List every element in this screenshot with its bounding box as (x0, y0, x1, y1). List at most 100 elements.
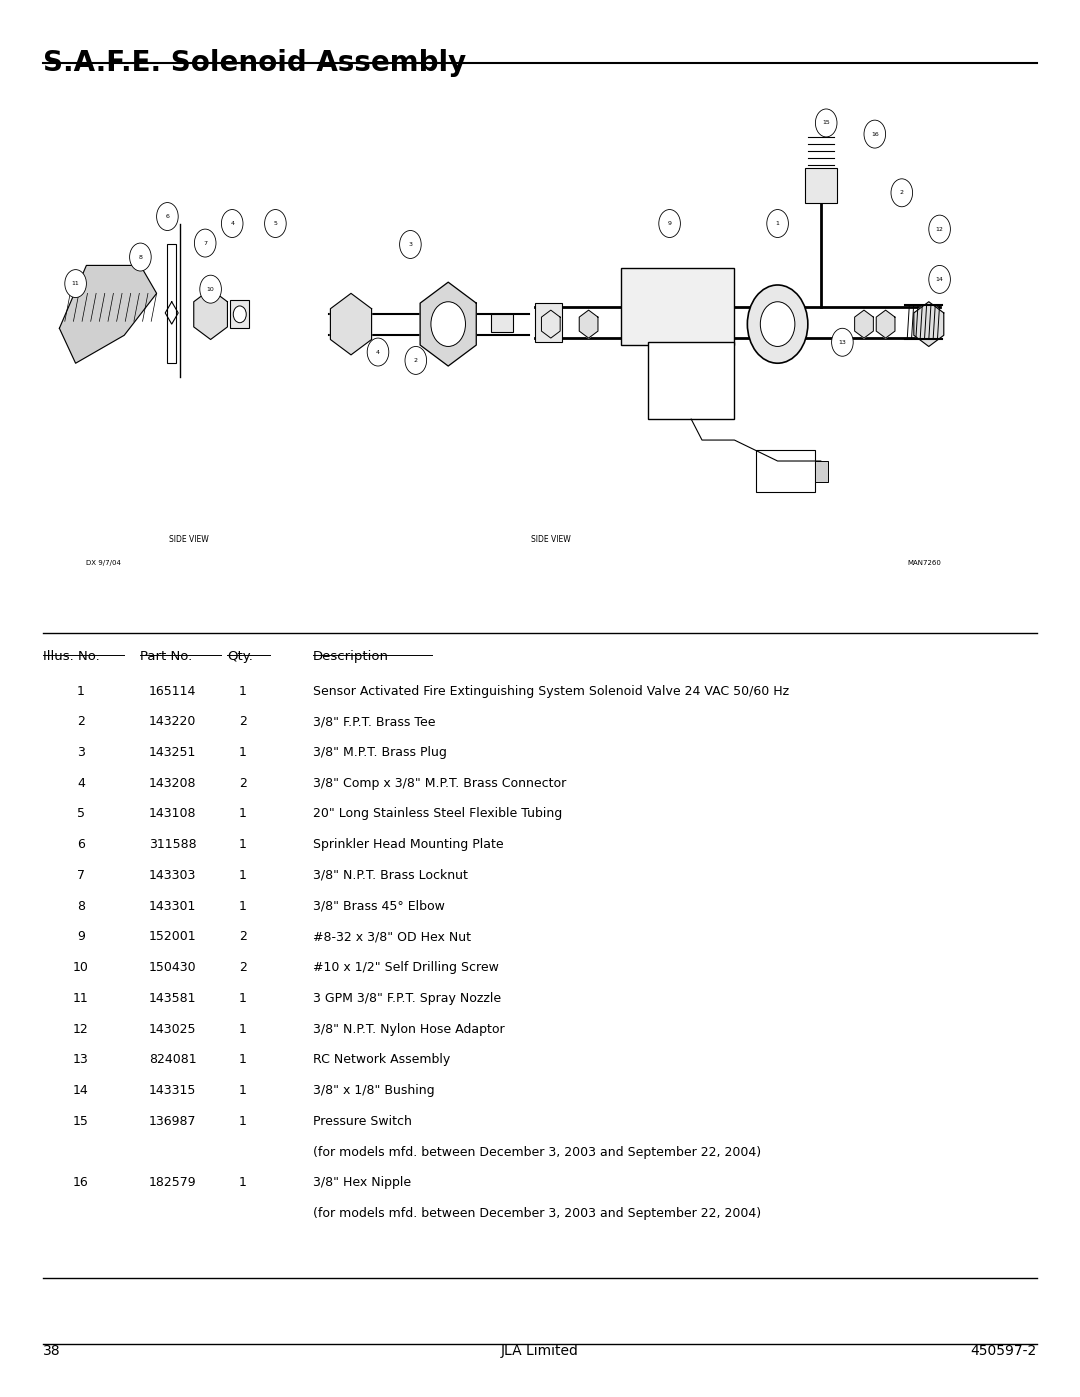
Text: 3/8" Brass 45° Elbow: 3/8" Brass 45° Elbow (313, 900, 445, 912)
Text: 3/8" N.P.T. Nylon Hose Adaptor: 3/8" N.P.T. Nylon Hose Adaptor (313, 1023, 504, 1035)
FancyBboxPatch shape (230, 300, 249, 328)
Circle shape (130, 243, 151, 271)
Text: 7: 7 (77, 869, 85, 882)
Polygon shape (541, 310, 561, 338)
Text: 6: 6 (77, 838, 85, 851)
Text: 1: 1 (239, 992, 247, 1004)
Text: 3/8" Comp x 3/8" M.P.T. Brass Connector: 3/8" Comp x 3/8" M.P.T. Brass Connector (313, 777, 566, 789)
Text: S.A.F.E. Solenoid Assembly: S.A.F.E. Solenoid Assembly (43, 49, 467, 77)
Text: 2: 2 (77, 715, 85, 728)
Text: 7: 7 (203, 240, 207, 246)
FancyBboxPatch shape (621, 268, 734, 345)
Text: 9: 9 (77, 930, 85, 943)
Polygon shape (59, 265, 157, 363)
Text: 1: 1 (239, 685, 247, 697)
Text: 5: 5 (273, 221, 278, 226)
Text: 1: 1 (239, 1053, 247, 1066)
Text: SIDE VIEW: SIDE VIEW (531, 535, 570, 543)
Text: 182579: 182579 (149, 1176, 197, 1189)
Polygon shape (579, 310, 598, 338)
Text: 2: 2 (239, 777, 247, 789)
Text: 4: 4 (230, 221, 234, 226)
Text: 3/8" F.P.T. Brass Tee: 3/8" F.P.T. Brass Tee (313, 715, 435, 728)
Text: 3: 3 (408, 242, 413, 247)
Text: 2: 2 (900, 190, 904, 196)
Text: #8-32 x 3/8" OD Hex Nut: #8-32 x 3/8" OD Hex Nut (313, 930, 471, 943)
Text: Description: Description (313, 650, 389, 662)
Text: 450597-2: 450597-2 (971, 1344, 1037, 1358)
Text: SIDE VIEW: SIDE VIEW (170, 535, 208, 543)
FancyBboxPatch shape (535, 303, 562, 342)
Text: 11: 11 (71, 281, 80, 286)
Text: 6: 6 (165, 214, 170, 219)
FancyBboxPatch shape (815, 461, 828, 482)
Circle shape (221, 210, 243, 237)
Text: 136987: 136987 (149, 1115, 197, 1127)
Text: 1: 1 (77, 685, 85, 697)
Text: 143301: 143301 (149, 900, 197, 912)
Text: Sprinkler Head Mounting Plate: Sprinkler Head Mounting Plate (313, 838, 504, 851)
Text: 2: 2 (239, 961, 247, 974)
Text: 1: 1 (775, 221, 780, 226)
Circle shape (233, 306, 246, 323)
Text: 2: 2 (414, 358, 418, 363)
Circle shape (864, 120, 886, 148)
Circle shape (929, 265, 950, 293)
Text: 143251: 143251 (149, 746, 197, 759)
Text: 3/8" M.P.T. Brass Plug: 3/8" M.P.T. Brass Plug (313, 746, 447, 759)
Text: 15: 15 (822, 120, 831, 126)
Text: Sensor Activated Fire Extinguishing System Solenoid Valve 24 VAC 50/60 Hz: Sensor Activated Fire Extinguishing Syst… (313, 685, 789, 697)
Circle shape (157, 203, 178, 231)
Polygon shape (330, 293, 372, 355)
Circle shape (929, 215, 950, 243)
Text: 14: 14 (935, 277, 944, 282)
Text: 20" Long Stainless Steel Flexible Tubing: 20" Long Stainless Steel Flexible Tubing (313, 807, 563, 820)
Text: #10 x 1/2" Self Drilling Screw: #10 x 1/2" Self Drilling Screw (313, 961, 499, 974)
Text: 4: 4 (376, 349, 380, 355)
Text: 2: 2 (239, 715, 247, 728)
Text: 13: 13 (838, 339, 847, 345)
Circle shape (200, 275, 221, 303)
Text: 1: 1 (239, 1023, 247, 1035)
Text: 143303: 143303 (149, 869, 197, 882)
Text: 15: 15 (73, 1115, 89, 1127)
Text: 165114: 165114 (149, 685, 197, 697)
Circle shape (65, 270, 86, 298)
Circle shape (431, 302, 465, 346)
Text: 8: 8 (138, 254, 143, 260)
Text: 38: 38 (43, 1344, 60, 1358)
Text: 4: 4 (77, 777, 85, 789)
Text: 1: 1 (239, 1115, 247, 1127)
Text: Illus. No.: Illus. No. (43, 650, 100, 662)
Text: 150430: 150430 (149, 961, 197, 974)
Text: 12: 12 (73, 1023, 89, 1035)
Text: 16: 16 (870, 131, 879, 137)
Text: 3 GPM 3/8" F.P.T. Spray Nozzle: 3 GPM 3/8" F.P.T. Spray Nozzle (313, 992, 501, 1004)
Text: 152001: 152001 (149, 930, 197, 943)
Text: 143220: 143220 (149, 715, 197, 728)
Text: 10: 10 (73, 961, 89, 974)
Circle shape (747, 285, 808, 363)
Circle shape (891, 179, 913, 207)
FancyBboxPatch shape (756, 450, 815, 492)
Text: 10: 10 (206, 286, 215, 292)
FancyBboxPatch shape (805, 168, 837, 203)
Circle shape (815, 109, 837, 137)
Text: DX 9/7/04: DX 9/7/04 (86, 560, 121, 566)
FancyBboxPatch shape (491, 314, 513, 332)
Polygon shape (914, 302, 944, 346)
Text: 3/8" x 1/8" Bushing: 3/8" x 1/8" Bushing (313, 1084, 435, 1097)
Text: 14: 14 (73, 1084, 89, 1097)
Circle shape (194, 229, 216, 257)
Text: 1: 1 (239, 838, 247, 851)
Text: (for models mfd. between December 3, 2003 and September 22, 2004): (for models mfd. between December 3, 200… (313, 1146, 761, 1158)
Text: JLA Limited: JLA Limited (501, 1344, 579, 1358)
Polygon shape (854, 310, 874, 338)
Text: 1: 1 (239, 807, 247, 820)
Text: 1: 1 (239, 1084, 247, 1097)
Text: MAN7260: MAN7260 (907, 560, 941, 566)
Text: 3/8" N.P.T. Brass Locknut: 3/8" N.P.T. Brass Locknut (313, 869, 468, 882)
Circle shape (367, 338, 389, 366)
Polygon shape (420, 282, 476, 366)
Text: 143315: 143315 (149, 1084, 197, 1097)
